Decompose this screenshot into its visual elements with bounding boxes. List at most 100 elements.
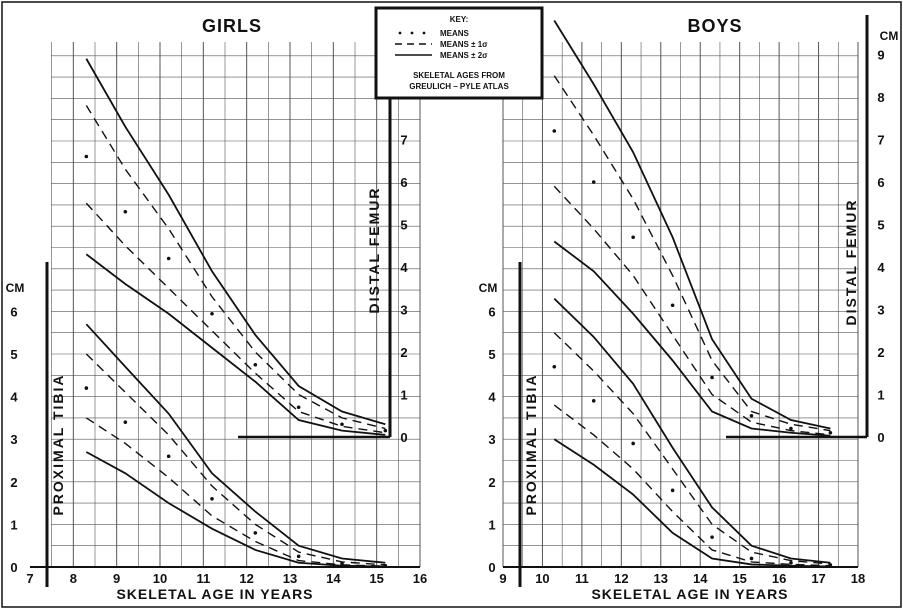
distal-femur-mean-point [210, 311, 214, 316]
right-tick-label: 3 [877, 303, 884, 318]
proximal-tibia-lower-2sd-line [553, 438, 831, 568]
x-tick-label: 17 [811, 571, 825, 586]
x-tick-label: 10 [535, 571, 549, 586]
x-tick-label: 9 [499, 571, 506, 586]
proximal-tibia-upper-1sd-line [85, 353, 386, 566]
right-axis-label: DISTAL FEMUR [366, 187, 382, 314]
distal-femur-lower-1sd-line [85, 202, 386, 434]
proximal-tibia-mean-point [253, 531, 258, 535]
legend-key: KEY: MEANS MEANS ± 1σ MEANS ± 2σ SKELETAL AG… [374, 6, 544, 100]
proximal-tibia-mean-point [552, 364, 557, 369]
proximal-tibia-lower-2sd-line [85, 451, 386, 568]
legend-box [374, 6, 544, 100]
x-tick-label: 12 [614, 571, 628, 586]
legend-entry-label: MEANS ± 1σ [440, 40, 488, 49]
distal-femur-lower-2sd-line [85, 253, 386, 436]
left-tick-label: 1 [10, 517, 17, 532]
right-tick-label: 0 [400, 430, 407, 445]
x-axis-label: SKELETAL AGE IN YEARS [591, 586, 788, 602]
legend-mean-symbol [422, 31, 426, 35]
proximal-tibia-lower-1sd-line [553, 404, 831, 567]
x-tick-label: 9 [113, 571, 120, 586]
left-tick-label: 3 [10, 432, 17, 447]
x-tick-label: 15 [732, 571, 746, 586]
right-tick-label: 6 [400, 175, 407, 190]
x-tick-label: 12 [239, 571, 253, 586]
proximal-tibia-mean-point [710, 535, 714, 539]
left-tick-label: 5 [10, 347, 17, 362]
x-tick-label: 13 [654, 571, 668, 586]
right-tick-label: 9 [877, 48, 884, 63]
distal-femur-mean-point [828, 430, 833, 435]
legend-mean-symbol [398, 31, 402, 35]
distal-femur-mean-point [552, 129, 557, 133]
legend-entry-label: MEANS ± 2σ [440, 51, 488, 60]
left-axis-unit: CM [6, 281, 25, 295]
proximal-tibia-mean-point [296, 554, 301, 559]
distal-femur-mean-point [253, 362, 258, 367]
distal-femur-mean-point [591, 180, 596, 184]
distal-femur-lower-2sd-line [553, 240, 831, 437]
right-tick-label: 4 [400, 260, 408, 275]
proximal-tibia-upper-2sd-line [85, 323, 386, 564]
proximal-tibia-upper-1sd-line [553, 332, 831, 565]
distal-femur-mean-point [710, 375, 714, 380]
right-tick-label: 0 [877, 430, 884, 445]
right-axis-unit: CM [880, 29, 899, 43]
left-tick-label: 2 [10, 475, 17, 490]
x-tick-label: 15 [369, 571, 383, 586]
left-axis-label: PROXIMAL TIBIA [523, 373, 539, 515]
proximal-tibia-mean-point [591, 399, 596, 403]
x-axis-label: SKELETAL AGE IN YEARS [116, 586, 313, 602]
legend-title: KEY: [450, 15, 469, 24]
left-tick-label: 6 [10, 304, 17, 319]
proximal-tibia-mean-point [631, 441, 635, 446]
left-axis-label: PROXIMAL TIBIA [50, 373, 66, 515]
distal-femur-upper-1sd-line [85, 105, 386, 430]
x-tick-label: 7 [26, 571, 33, 586]
distal-femur-mean-point [383, 428, 388, 433]
right-tick-label: 2 [877, 345, 884, 360]
distal-femur-upper-1sd-line [553, 75, 831, 432]
distal-femur-mean-point [166, 256, 171, 261]
distal-femur-mean-point [123, 209, 128, 214]
right-tick-label: 5 [877, 218, 884, 233]
left-tick-label: 4 [10, 390, 18, 405]
left-axis-unit: CM [479, 281, 498, 295]
x-tick-label: 18 [851, 571, 865, 586]
legend-footnote-1: SKELETAL AGES FROM [413, 71, 505, 80]
proximal-tibia-mean-point [749, 556, 754, 561]
right-tick-label: 1 [877, 388, 884, 403]
proximal-tibia-mean-point [123, 420, 128, 424]
left-tick-label: 3 [488, 432, 495, 447]
left-tick-label: 6 [488, 304, 495, 319]
left-tick-label: 2 [488, 475, 495, 490]
right-tick-label: 3 [400, 303, 407, 318]
right-tick-label: 2 [400, 345, 407, 360]
x-tick-label: 13 [283, 571, 297, 586]
right-tick-label: 6 [877, 175, 884, 190]
x-tick-label: 14 [693, 571, 708, 586]
x-tick-label: 16 [772, 571, 786, 586]
right-tick-label: 4 [877, 260, 885, 275]
x-tick-label: 11 [575, 571, 589, 586]
x-tick-label: 14 [326, 571, 341, 586]
panel-title: GIRLS [202, 16, 262, 36]
proximal-tibia-mean-point [789, 560, 793, 565]
right-axis-label: DISTAL FEMUR [843, 199, 859, 326]
proximal-tibia-mean-point [670, 488, 675, 493]
proximal-tibia-upper-2sd-line [553, 297, 831, 564]
proximal-tibia-mean-point [166, 454, 171, 459]
distal-femur-mean-point [84, 154, 89, 159]
distal-femur-mean-point [789, 426, 793, 431]
x-tick-label: 11 [196, 571, 210, 586]
proximal-tibia-mean-point [84, 386, 89, 390]
proximal-tibia-mean-point [210, 497, 214, 501]
panel-title: BOYS [687, 16, 742, 36]
legend-entry-label: MEANS [440, 29, 470, 38]
distal-femur-mean-point [296, 405, 301, 410]
